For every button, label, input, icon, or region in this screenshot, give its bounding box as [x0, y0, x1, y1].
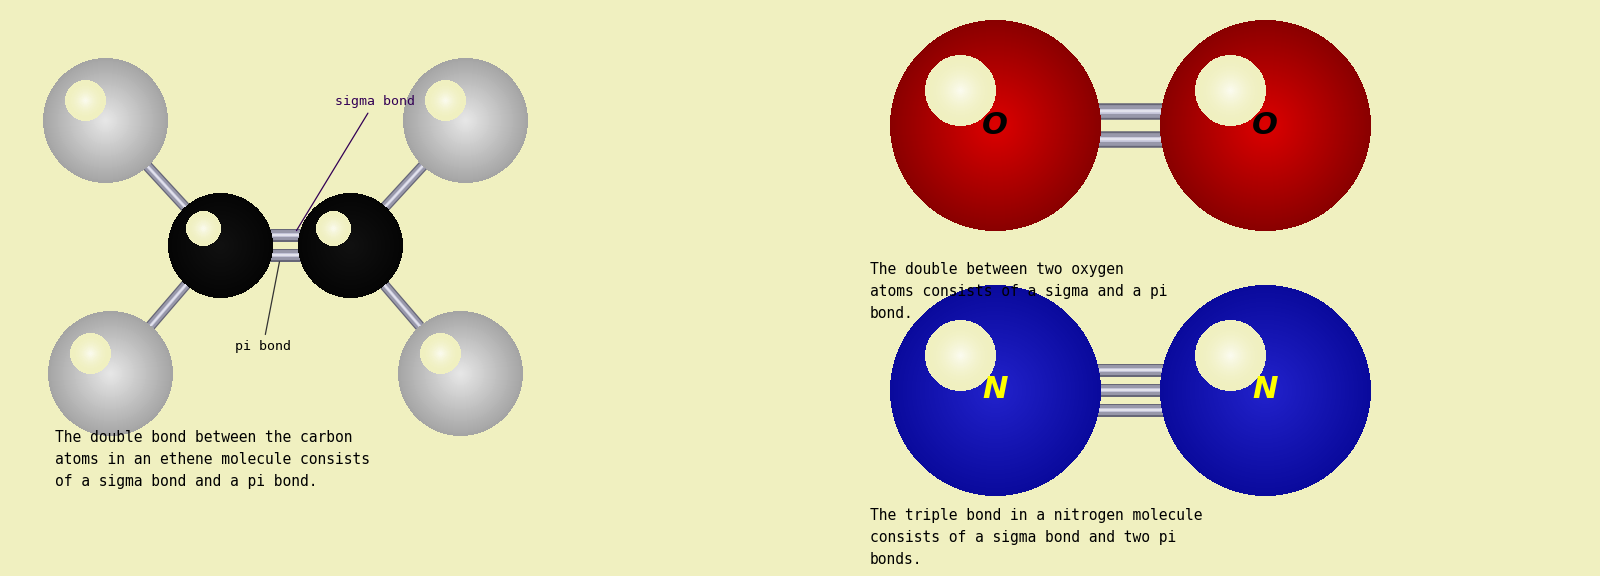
Text: O: O: [982, 111, 1008, 139]
Text: N: N: [1253, 376, 1278, 404]
Text: sigma bond: sigma bond: [296, 95, 414, 230]
Text: The double between two oxygen
atoms consists of a sigma and a pi
bond.: The double between two oxygen atoms cons…: [870, 262, 1168, 321]
Text: O: O: [1253, 111, 1278, 139]
Text: N: N: [982, 376, 1008, 404]
Text: The triple bond in a nitrogen molecule
consists of a sigma bond and two pi
bonds: The triple bond in a nitrogen molecule c…: [870, 508, 1203, 567]
Text: pi bond: pi bond: [235, 262, 291, 353]
Text: The double bond between the carbon
atoms in an ethene molecule consists
of a sig: The double bond between the carbon atoms…: [54, 430, 370, 490]
